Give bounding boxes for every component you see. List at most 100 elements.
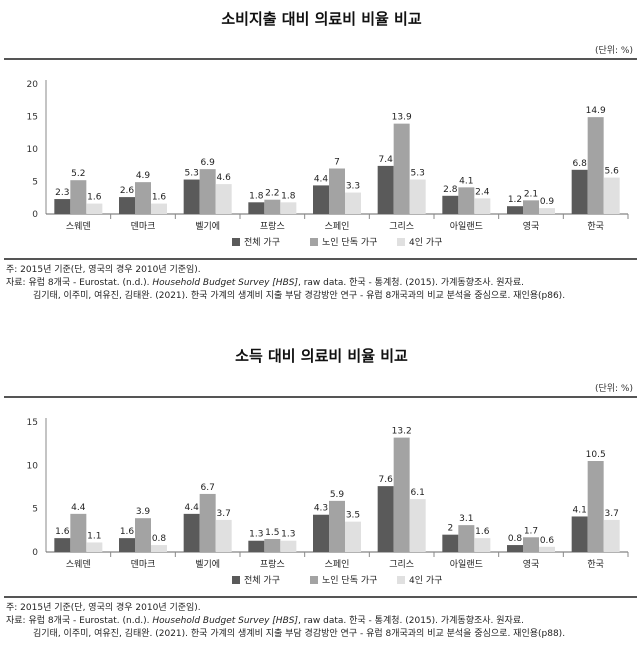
chart2-bar-3-1 <box>264 539 281 552</box>
chart2-source-post: , raw data. 한국 - 통계청. (2015). 가계동향조사. 원자… <box>297 616 524 626</box>
chart2-legend-label-0: 전체 가구 <box>244 575 280 586</box>
chart1-datalabel-5-2: 5.3 <box>411 169 425 179</box>
chart1-source-title: Household Budget Survey [HBS] <box>152 278 298 288</box>
chart1-note-source: 자료: 유럽 8개국 - Eurostat. (n.d.). Household… <box>6 277 636 290</box>
chart2-datalabel-7-2: 0.6 <box>540 536 555 546</box>
chart2-plot: 051015스웨덴1.64.41.1덴마크1.63.90.8벨기에4.46.73… <box>27 418 629 586</box>
chart1-datalabel-3-0: 1.8 <box>249 191 264 201</box>
chart2-bar-5-1 <box>393 437 410 552</box>
chart2-source-title: Household Budget Survey [HBS] <box>152 616 298 626</box>
chart1-datalabel-8-1: 14.9 <box>586 106 606 116</box>
chart1-ytick-2: 10 <box>27 145 39 155</box>
chart1-datalabel-2-2: 4.6 <box>217 173 232 183</box>
chart1-xtick-5: 그리스 <box>389 221 414 232</box>
chart1-ytick-3: 15 <box>27 113 38 123</box>
chart2-unit: (단위: %) <box>594 384 633 394</box>
chart1-legend-swatch-0 <box>232 238 240 246</box>
chart1-bar-3-0 <box>248 202 265 214</box>
chart1-bar-2-0 <box>183 179 200 214</box>
chart1-note-basis: 주: 2015년 기준(단, 영국의 경우 2010년 기준임). <box>6 265 201 275</box>
chart2-datalabel-4-0: 4.3 <box>314 504 328 514</box>
chart1-datalabel-2-1: 6.9 <box>201 158 216 168</box>
chart2-note-citation: 김기태, 이주미, 여유진, 김태완. (2021). 한국 가계의 생계비 지… <box>33 629 566 639</box>
chart1-title: 소비지출 대비 의료비 비율 비교 <box>221 10 422 28</box>
chart1-datalabel-2-0: 5.3 <box>185 169 199 179</box>
chart2-legend-swatch-0 <box>232 576 240 584</box>
chart2-datalabel-7-0: 0.8 <box>508 534 523 544</box>
chart2-datalabel-1-1: 3.9 <box>136 507 151 517</box>
chart2-note-basis: 주: 2015년 기준(단, 영국의 경우 2010년 기준임). <box>6 603 201 613</box>
chart1-datalabel-7-0: 1.2 <box>508 195 522 205</box>
chart1-bar-7-1 <box>523 200 539 214</box>
chart2-legend-swatch-1 <box>310 576 318 584</box>
chart1-bar-8-2 <box>603 177 620 214</box>
chart2-datalabel-3-1: 1.5 <box>265 528 279 538</box>
chart2-bar-1-1 <box>135 518 151 552</box>
chart1-legend-swatch-1 <box>310 238 318 246</box>
chart2-bar-8-2 <box>603 519 620 552</box>
chart2-legend-swatch-2 <box>397 576 405 584</box>
chart2-datalabel-6-2: 1.6 <box>475 527 490 537</box>
chart1-datalabel-7-2: 0.9 <box>540 197 555 207</box>
chart1-datalabel-7-1: 2.1 <box>524 189 538 199</box>
chart1-datalabel-5-1: 13.9 <box>392 113 412 123</box>
chart2-bar-6-2 <box>474 538 491 552</box>
chart1-bar-2-1 <box>199 169 216 214</box>
chart2-bar-4-2 <box>345 521 361 552</box>
chart2-datalabel-4-2: 3.5 <box>346 511 360 521</box>
chart1-datalabel-6-0: 2.8 <box>443 185 458 195</box>
chart1-datalabel-8-0: 6.8 <box>573 159 588 169</box>
chart2-xtick-5: 그리스 <box>389 559 414 570</box>
chart2-note-source: 자료: 유럽 8개국 - Eurostat. (n.d.). Household… <box>6 615 636 628</box>
chart2-bar-2-1 <box>199 493 216 552</box>
chart1-ytick-0: 0 <box>32 210 38 220</box>
chart2-xtick-0: 스웨덴 <box>66 558 91 570</box>
chart2-bar-6-0 <box>442 534 459 552</box>
chart1-bar-0-1 <box>70 180 87 214</box>
chart2-datalabel-5-2: 6.1 <box>411 488 425 498</box>
chart2-datalabel-1-2: 0.8 <box>152 534 167 544</box>
chart1-xtick-6: 아일랜드 <box>450 221 483 232</box>
chart2-bar-6-1 <box>458 525 475 552</box>
chart1-legend-swatch-2 <box>397 238 405 246</box>
chart2-bar-4-1 <box>329 500 345 552</box>
chart1-bar-3-2 <box>280 202 297 214</box>
chart2-datalabel-6-1: 3.1 <box>459 514 473 524</box>
chart1-datalabel-6-1: 4.1 <box>459 176 473 186</box>
chart1-datalabel-1-1: 4.9 <box>136 171 151 181</box>
chart1-bar-5-0 <box>377 165 394 214</box>
chart1-xtick-8: 한국 <box>587 221 604 232</box>
chart2-datalabel-1-0: 1.6 <box>120 527 135 537</box>
chart2-datalabel-8-0: 4.1 <box>573 505 587 515</box>
chart2-legend-label-2: 4인 가구 <box>409 575 442 586</box>
chart1-datalabel-1-2: 1.6 <box>152 193 167 203</box>
chart1-datalabel-5-0: 7.4 <box>379 155 394 165</box>
chart2-xtick-1: 덴마크 <box>131 559 156 570</box>
chart1-bar-3-1 <box>264 199 281 214</box>
chart2-notes: 주: 2015년 기준(단, 영국의 경우 2010년 기준임). 자료: 유럽… <box>6 602 636 641</box>
chart1-datalabel-1-0: 2.6 <box>120 186 135 196</box>
chart1-bar-8-0 <box>571 169 588 214</box>
chart2-datalabel-0-1: 4.4 <box>71 503 86 513</box>
chart2-bar-1-2 <box>151 545 167 552</box>
chart1-datalabel-4-0: 4.4 <box>314 174 329 184</box>
chart1-xtick-7: 영국 <box>523 221 540 232</box>
chart2-datalabel-2-2: 3.7 <box>217 509 231 519</box>
chart1-datalabel-4-2: 3.3 <box>346 182 360 192</box>
chart1-legend-label-1: 노인 단독 가구 <box>322 237 377 248</box>
chart1-datalabel-3-1: 2.2 <box>265 189 279 199</box>
chart2-datalabel-2-1: 6.7 <box>201 483 215 493</box>
chart2-bar-0-2 <box>86 542 103 552</box>
chart2-datalabel-0-0: 1.6 <box>55 527 70 537</box>
chart2-bar-5-0 <box>377 486 394 552</box>
chart2-ytick-1: 5 <box>32 505 38 515</box>
chart1-xtick-3: 프랑스 <box>260 220 285 232</box>
chart2-ytick-2: 10 <box>27 461 39 471</box>
chart2-bar-3-0 <box>248 540 265 552</box>
chart1-source-pre: 자료: 유럽 8개국 - Eurostat. (n.d.). <box>6 278 153 288</box>
chart2-xtick-8: 한국 <box>587 559 604 570</box>
chart1-bar-4-1 <box>329 168 345 214</box>
chart1-ytick-4: 20 <box>27 80 39 90</box>
chart2-bar-7-2 <box>539 546 555 552</box>
chart1-xtick-0: 스웨덴 <box>66 220 91 232</box>
